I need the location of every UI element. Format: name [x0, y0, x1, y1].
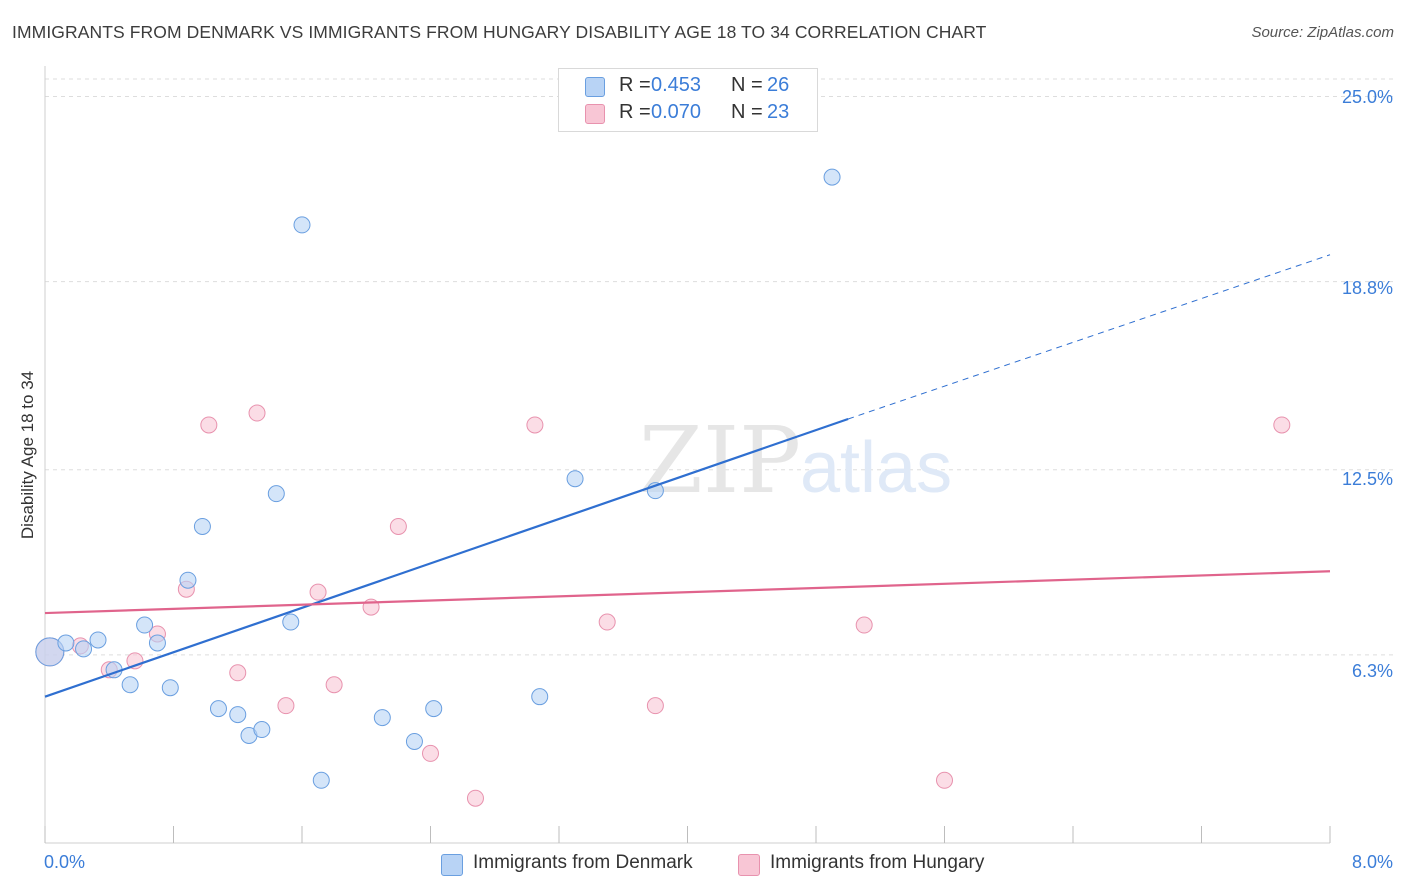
- denmark-point-20: [405, 732, 423, 750]
- grid: [45, 78, 1393, 656]
- bottom-denmark-swatch: [441, 854, 463, 876]
- hungary-trend-line: [44, 570, 1331, 615]
- hungary-point-15: [466, 789, 484, 807]
- denmark-point-6: [136, 616, 154, 634]
- denmark-point-2: [75, 640, 93, 658]
- hungary-point-11: [325, 676, 343, 694]
- denmark-swatch: [585, 77, 605, 97]
- denmark-point-15: [267, 485, 285, 503]
- denmark-r-value: 0.453: [651, 74, 702, 96]
- denmark-point-10: [193, 517, 211, 535]
- hungary-point-21: [1273, 416, 1291, 434]
- hungary-point-18: [646, 697, 664, 715]
- axes: [44, 66, 1331, 844]
- denmark-point-1: [57, 634, 75, 652]
- denmark-point-16: [282, 613, 300, 631]
- bottom-hungary-swatch: [738, 854, 760, 876]
- chart-title: IMMIGRANTS FROM DENMARK VS IMMIGRANTS FR…: [12, 22, 987, 42]
- denmark-point-11: [209, 700, 227, 718]
- hungary-point-16: [526, 416, 544, 434]
- y-tick-18-8: 18.8%: [1341, 278, 1393, 298]
- denmark-point-18: [312, 771, 330, 789]
- denmark-point-8: [161, 679, 179, 697]
- source-label: Source: ZipAtlas.com: [1251, 24, 1394, 41]
- denmark-r-label: R =: [619, 74, 651, 96]
- denmark-point-9: [179, 571, 197, 589]
- denmark-trend-line: [44, 417, 849, 698]
- denmark-trend-extension: [847, 254, 1331, 420]
- denmark-point-7: [148, 634, 166, 652]
- denmark-point-22: [531, 688, 549, 706]
- denmark-n-label: N =: [731, 74, 763, 96]
- x-tick-max: 8.0%: [1351, 852, 1393, 872]
- watermark-zip: ZIP: [639, 407, 801, 514]
- denmark-point-14: [253, 721, 271, 739]
- hungary-point-6: [200, 416, 218, 434]
- y-tick-25: 25.0%: [1341, 87, 1393, 107]
- denmark-point-12: [229, 706, 247, 724]
- y-axis-label: Disability Age 18 to 34: [18, 370, 37, 540]
- hungary-r-label: R =: [619, 101, 651, 123]
- correlation-legend: R = 0.453 N = 26 R = 0.070 N = 23: [558, 68, 818, 132]
- denmark-point-3: [89, 631, 107, 649]
- y-tick-6-3: 6.3%: [1351, 661, 1393, 681]
- hungary-point-8: [248, 404, 266, 422]
- denmark-point-23: [566, 470, 584, 488]
- hungary-swatch: [585, 104, 605, 124]
- hungary-point-20: [936, 771, 953, 789]
- denmark-point-21: [425, 700, 443, 718]
- denmark-point-19: [373, 709, 391, 727]
- hungary-point-7: [229, 664, 247, 682]
- hungary-n-value: 23: [767, 101, 790, 123]
- denmark-point-25: [823, 168, 841, 186]
- hungary-point-10: [309, 583, 327, 601]
- hungary-n-label: N =: [731, 101, 763, 123]
- hungary-point-14: [422, 744, 439, 762]
- bottom-hungary-label: Immigrants from Hungary: [770, 852, 985, 873]
- denmark-n-value: 26: [767, 74, 790, 96]
- hungary-point-9: [277, 697, 295, 715]
- trend-lines: [44, 254, 1331, 698]
- hungary-point-19: [855, 616, 873, 634]
- hungary-point-17: [598, 613, 616, 631]
- bottom-denmark-label: Immigrants from Denmark: [473, 852, 693, 873]
- hungary-r-value: 0.070: [651, 101, 702, 123]
- data-points: [35, 168, 1291, 807]
- denmark-point-0: [35, 637, 65, 667]
- denmark-point-5: [121, 676, 139, 694]
- hungary-point-13: [389, 517, 407, 535]
- watermark-atlas: atlas: [800, 428, 952, 508]
- y-tick-12-5: 12.5%: [1341, 469, 1393, 489]
- denmark-point-17: [293, 216, 311, 234]
- x-tick-min: 0.0%: [44, 852, 86, 872]
